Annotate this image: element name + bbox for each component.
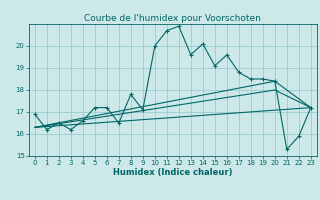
Title: Courbe de l'humidex pour Voorschoten: Courbe de l'humidex pour Voorschoten — [84, 14, 261, 23]
X-axis label: Humidex (Indice chaleur): Humidex (Indice chaleur) — [113, 168, 233, 177]
